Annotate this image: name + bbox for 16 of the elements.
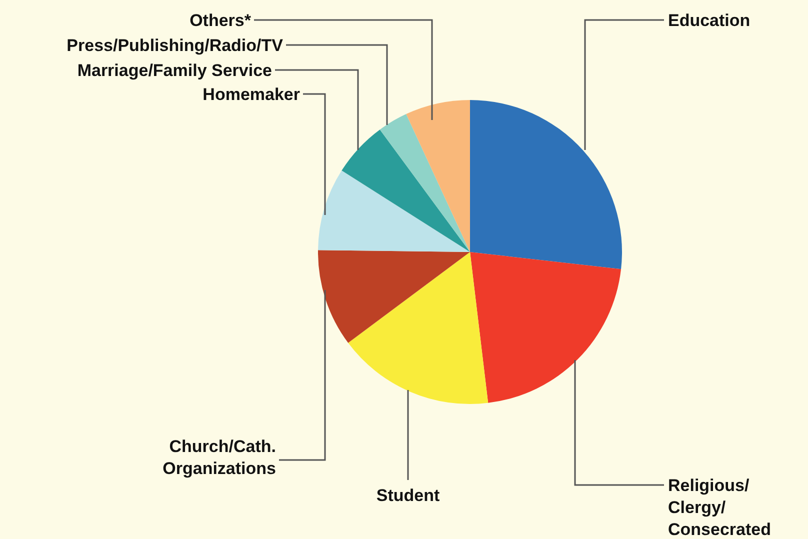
- slice-label: Education: [668, 11, 750, 30]
- slice-label: Church/Cath. Organizations: [162, 437, 276, 478]
- pie-slice: [406, 100, 470, 252]
- slice-label: Marriage/Family Service: [77, 61, 272, 80]
- slice-label: Press/Publishing/Radio/TV: [66, 36, 284, 55]
- pie-slice: [380, 114, 470, 252]
- slice-label: Religious/ Clergy/ Consecrated: [668, 476, 771, 539]
- pie-slice: [318, 170, 470, 252]
- pie-slice: [318, 250, 470, 343]
- slice-label: Student: [376, 486, 440, 505]
- pie-slice: [470, 100, 622, 270]
- pie-slice: [470, 252, 622, 403]
- slice-label: Homemaker: [202, 85, 300, 104]
- pie-slice: [342, 130, 470, 252]
- pie-slice: [348, 252, 488, 404]
- slice-label: Others*: [190, 11, 252, 30]
